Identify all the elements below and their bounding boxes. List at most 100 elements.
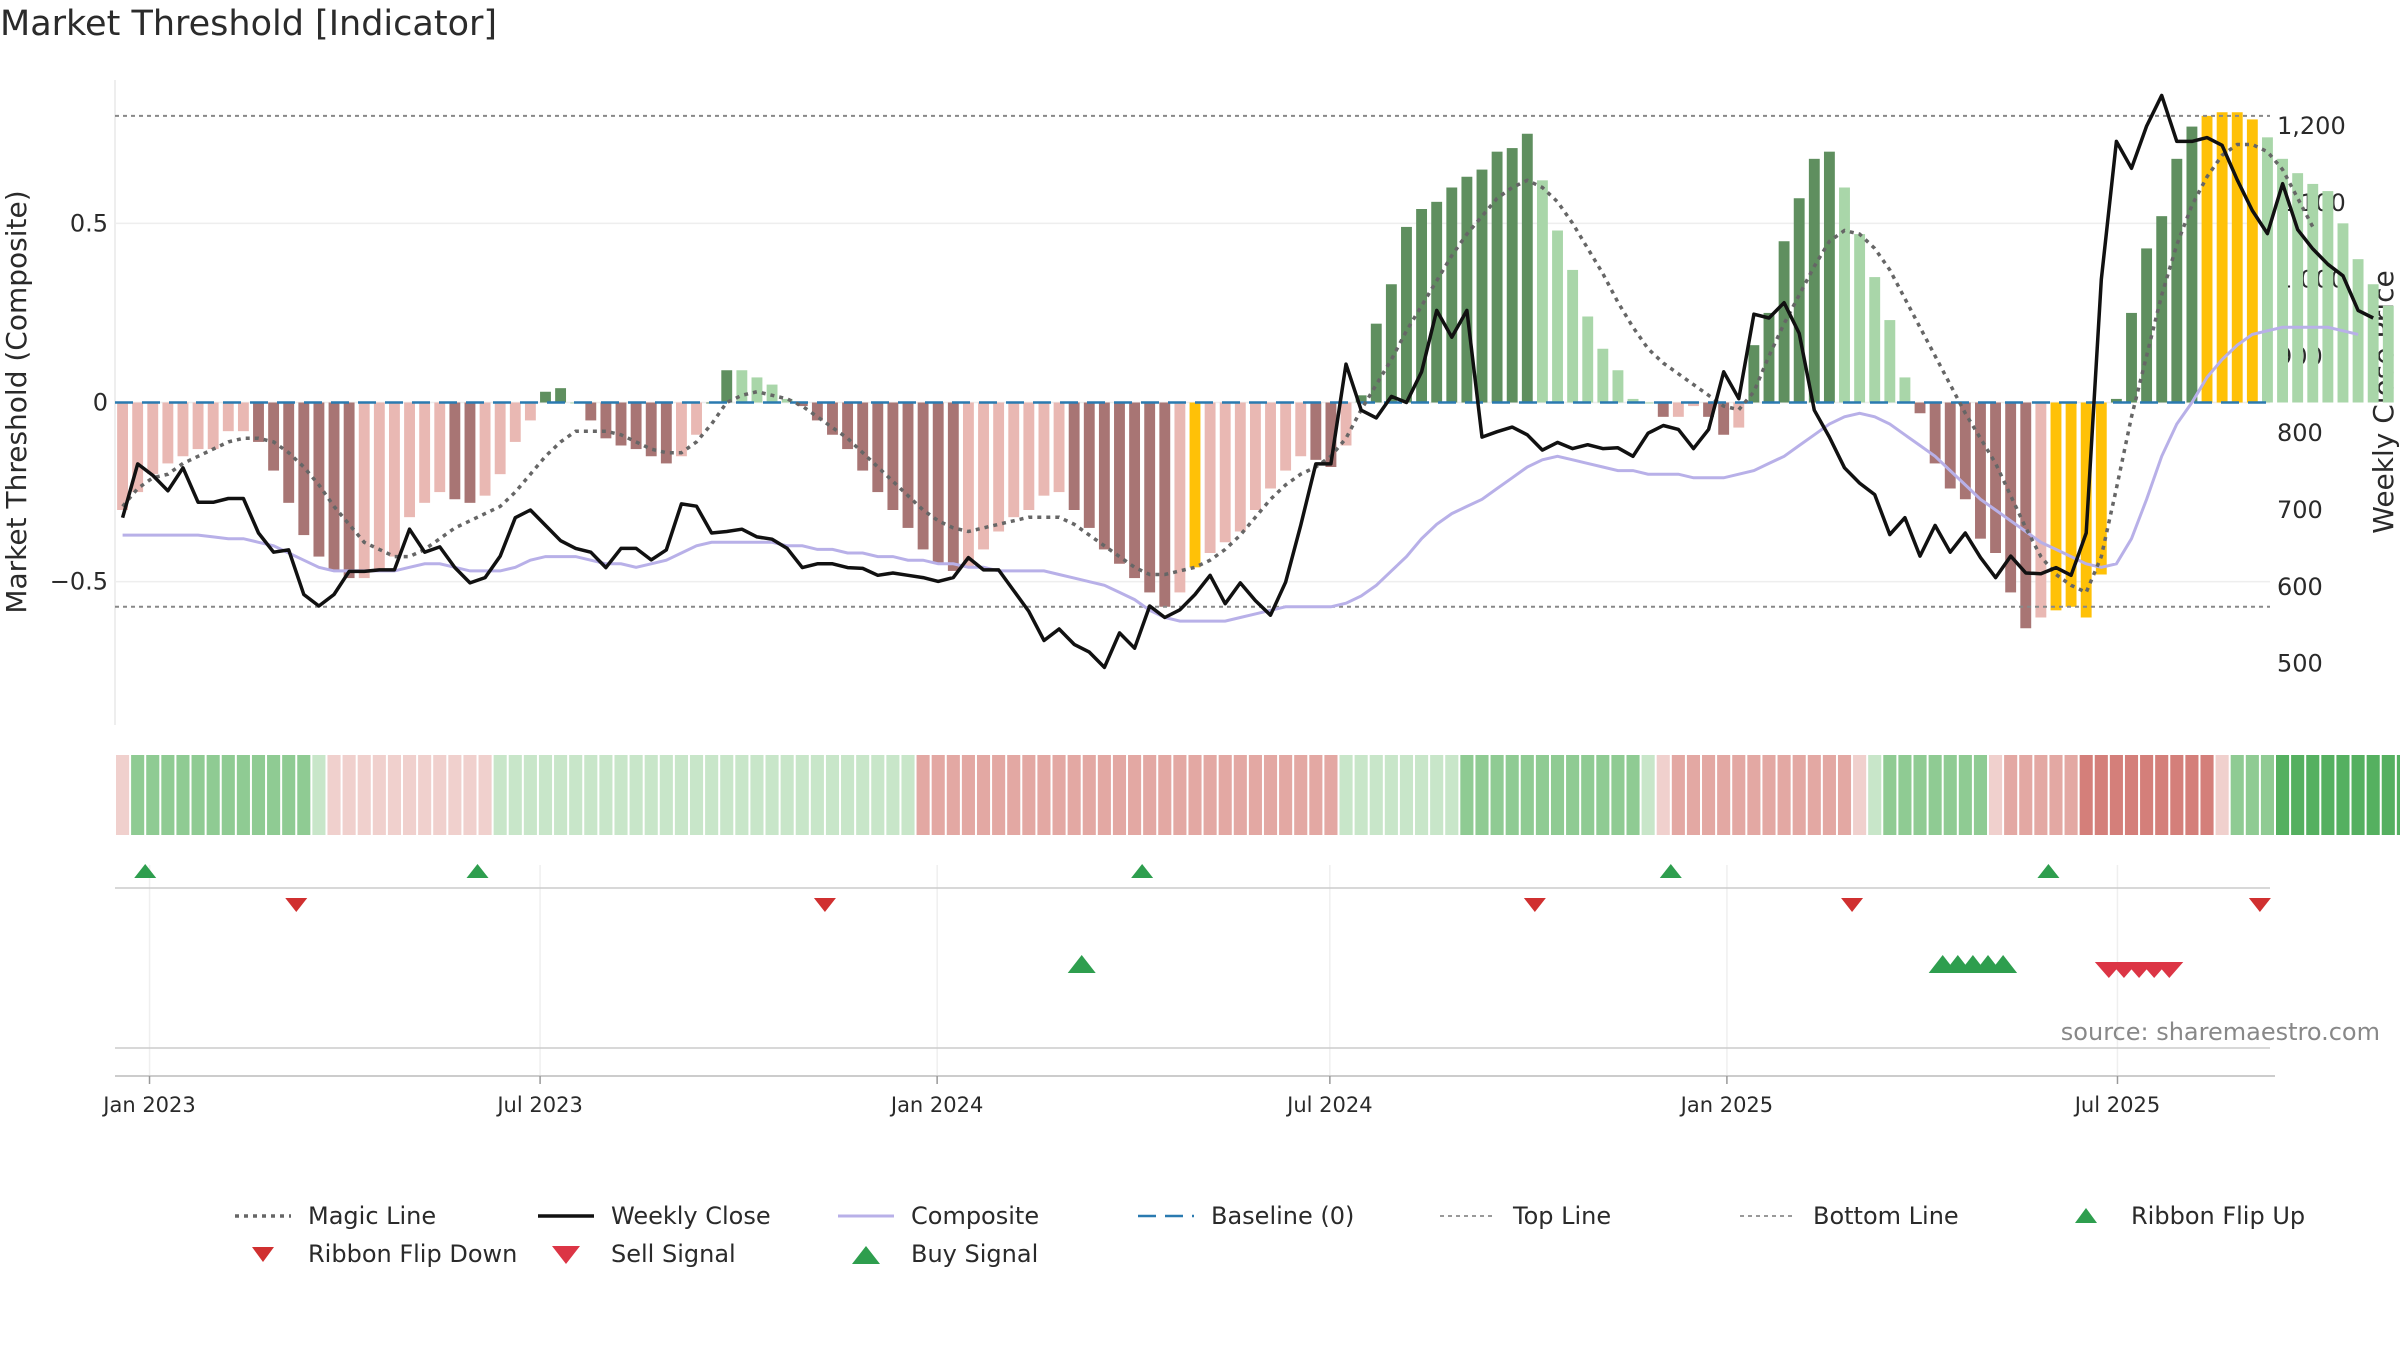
- histogram-bar: [781, 398, 793, 403]
- ribbon-cell: [2200, 755, 2214, 835]
- ribbon-cell: [1762, 755, 1776, 835]
- legend-label: Ribbon Flip Down: [308, 1240, 517, 1268]
- ribbon-cell: [735, 755, 749, 835]
- histogram-bar: [1929, 402, 1941, 464]
- histogram-bar: [509, 402, 521, 442]
- histogram-bar: [328, 402, 340, 571]
- ribbon-cell: [327, 755, 341, 835]
- histogram-bar: [449, 402, 461, 500]
- ribbon-cell: [1339, 755, 1353, 835]
- histogram-bar: [1975, 402, 1986, 539]
- histogram-bar: [2141, 248, 2153, 403]
- legend-item: Top Line: [1440, 1202, 1611, 1230]
- ribbon-cell: [2321, 755, 2335, 835]
- ribbon-cell: [402, 755, 417, 835]
- ribbon-cell: [1928, 755, 1942, 835]
- histogram-bar: [2246, 119, 2258, 403]
- histogram-bar: [1370, 323, 1382, 403]
- sell-signal-marker: [2155, 962, 2184, 978]
- ribbon-cell: [1505, 755, 1519, 835]
- ribbon-cell: [1188, 755, 1202, 835]
- legend-label: Bottom Line: [1813, 1202, 1959, 1230]
- ribbon-cell: [659, 755, 673, 835]
- ribbon-cell: [1853, 755, 1867, 835]
- histogram-bar: [585, 402, 597, 421]
- ribbon-cell: [2140, 755, 2154, 835]
- ribbon-cell: [2230, 755, 2244, 835]
- histogram-bar: [494, 402, 506, 475]
- histogram-bar: [842, 402, 854, 450]
- histogram-bar: [1703, 402, 1715, 417]
- ribbon-cell: [1460, 755, 1474, 835]
- ribbon-flip-up-marker: [2037, 864, 2060, 878]
- ribbon-cell: [1203, 755, 1217, 835]
- ribbon-cell: [1656, 755, 1670, 835]
- ribbon-flip-up-marker: [134, 864, 157, 878]
- histogram-bar: [2337, 223, 2349, 403]
- ribbon-cell: [176, 755, 190, 835]
- histogram-bar: [1234, 402, 1246, 532]
- ribbon-cell: [1173, 755, 1187, 835]
- ribbon-cell: [1445, 755, 1459, 835]
- ribbon-cell: [2260, 755, 2274, 835]
- histogram-bar: [540, 391, 551, 403]
- legend-item: Composite: [838, 1202, 1039, 1230]
- histogram-bar: [2367, 284, 2379, 403]
- ribbon-cell: [1490, 755, 1504, 835]
- histogram-bar: [268, 402, 280, 471]
- ribbon-cell: [206, 755, 220, 835]
- ribbon-cell: [236, 755, 250, 835]
- ribbon-cell: [1007, 755, 1021, 835]
- ribbon-cell: [2245, 755, 2259, 835]
- histogram-bar: [887, 402, 899, 510]
- ribbon-cell: [886, 755, 900, 835]
- x-tick-label: Jan 2025: [1679, 1093, 1774, 1117]
- ribbon-flip-down-marker: [2248, 898, 2271, 912]
- histogram-bar: [2307, 183, 2319, 403]
- ribbon-cell: [2276, 755, 2290, 835]
- ribbon-cell: [1248, 755, 1262, 835]
- y-tick-label-right: 600: [2277, 573, 2323, 601]
- histogram-bar: [691, 402, 702, 435]
- histogram-bar: [1189, 402, 1201, 568]
- ribbon-cell: [1037, 755, 1051, 835]
- ribbon-cell: [297, 755, 311, 835]
- ribbon-cell: [433, 755, 447, 835]
- histogram-bar: [2050, 402, 2062, 611]
- legend-swatch: [552, 1246, 580, 1264]
- histogram-bar: [2005, 402, 2017, 593]
- source-label: source: sharemaestro.com: [2061, 1018, 2380, 1046]
- ribbon-cell: [1158, 755, 1172, 835]
- legend-label: Sell Signal: [611, 1240, 736, 1268]
- legend-label: Baseline (0): [1211, 1202, 1354, 1230]
- ribbon-cell: [538, 755, 553, 835]
- ribbon-cell: [372, 755, 386, 835]
- histogram-bar: [1023, 402, 1035, 510]
- histogram-bar: [464, 402, 476, 503]
- ribbon-cell: [1279, 755, 1293, 835]
- ribbon-cell: [342, 755, 356, 835]
- ribbon-flip-down-marker: [1523, 898, 1546, 912]
- histogram-bar: [1793, 198, 1805, 403]
- ribbon-cell: [2291, 755, 2305, 835]
- ribbon-cell: [387, 755, 401, 835]
- ribbon-cell: [523, 755, 537, 835]
- histogram-bar: [1672, 402, 1684, 417]
- ribbon-cell: [191, 755, 205, 835]
- histogram-bar: [1446, 187, 1458, 403]
- histogram-bar: [1159, 402, 1171, 607]
- histogram-bar: [811, 402, 823, 421]
- legend: Magic Line Weekly Close Composite Baseline …: [235, 1202, 2305, 1268]
- ribbon-cell: [1822, 755, 1836, 835]
- histogram-bar: [2322, 191, 2334, 403]
- x-axis: Jan 2023 Jul 2023 Jan 2024 Jul 2024 Jan 2025…: [101, 1075, 2275, 1117]
- histogram-bar: [177, 402, 189, 457]
- ribbon-cell: [614, 755, 628, 835]
- ribbon-cell: [946, 755, 960, 835]
- ribbon-cell: [1913, 755, 1927, 835]
- ribbon-cell: [1022, 755, 1036, 835]
- histogram-bar: [117, 402, 128, 510]
- histogram-bar: [1823, 151, 1835, 403]
- ribbon-cell: [1837, 755, 1852, 835]
